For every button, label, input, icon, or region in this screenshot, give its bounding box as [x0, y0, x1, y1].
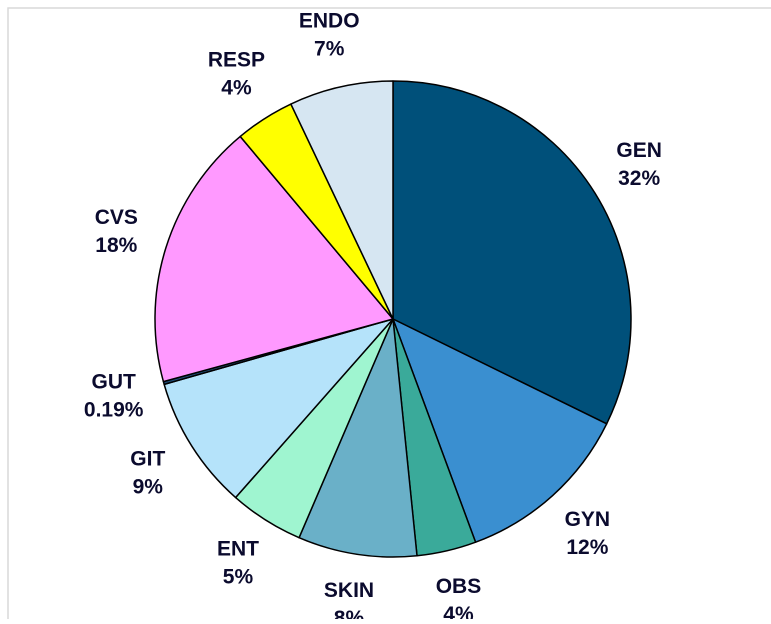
slice-label: RESP — [208, 48, 265, 71]
slice-label: GUT — [92, 371, 137, 394]
slice-value: 4% — [221, 76, 252, 99]
slice-value: 9% — [133, 475, 164, 498]
slice-label: GEN — [616, 139, 662, 162]
frame — [7, 7, 771, 619]
slice-label: CVS — [95, 206, 138, 229]
pie-slice — [392, 318, 608, 543]
pie-slice — [290, 80, 394, 320]
slice-label: GYN — [565, 508, 611, 531]
pie-slice — [392, 80, 632, 425]
slice-label: ENDO — [299, 10, 360, 33]
slice-label: SKIN — [324, 579, 374, 602]
slice-label: GIT — [130, 447, 165, 470]
slice-value: 8% — [334, 607, 365, 619]
slice-value: 7% — [314, 38, 345, 61]
pie-slice — [154, 135, 394, 383]
slice-value: 32% — [618, 167, 660, 190]
slice-value: 18% — [95, 234, 137, 257]
pie-slice — [163, 318, 394, 499]
slice-value: 0.19% — [84, 399, 144, 422]
slice-value: 5% — [223, 566, 254, 589]
slice-label: ENT — [217, 538, 259, 561]
slice-value: 12% — [566, 536, 608, 559]
pie-slice — [298, 318, 418, 558]
slice-label: OBS — [436, 575, 482, 598]
slice-value: 4% — [443, 603, 474, 619]
